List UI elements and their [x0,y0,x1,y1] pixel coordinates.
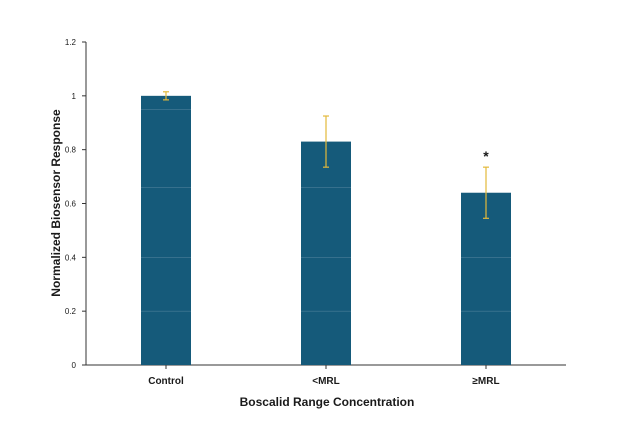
x-tick-label: ≥MRL [472,376,499,387]
bar [301,141,351,365]
y-tick-label: 0.6 [65,200,77,209]
y-tick-label: 0 [72,361,77,370]
x-tick-label: <MRL [312,376,340,387]
bar [141,95,191,365]
significance-marker: * [483,148,489,164]
y-tick-label: 0.8 [65,146,77,155]
y-axis-title: Normalized Biosensor Response [49,109,63,297]
y-tick-label: 1.2 [65,38,77,47]
bar [461,192,511,365]
x-axis-title: Boscalid Range Concentration [240,395,415,409]
x-tick-label: Control [148,376,184,387]
y-tick-label: 0.2 [65,307,77,316]
plot-area: 0 0.2 0.4 0.6 0.8 1 1.2 Control <MRL * ≥MRL [65,38,566,387]
y-tick-label: 1 [72,92,77,101]
y-tick-label: 0.4 [65,253,77,262]
